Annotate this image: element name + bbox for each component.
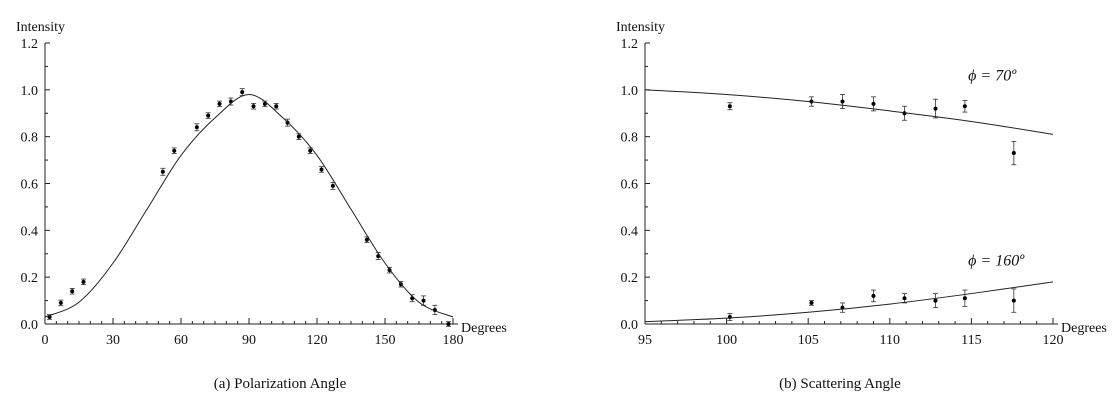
chart-a-data-point	[217, 101, 222, 106]
chart-a-data-point	[330, 183, 335, 188]
chart-a-series-1-curve	[44, 94, 454, 318]
chart-b-y-axis-label: Intensity	[616, 20, 665, 35]
chart-b-y-tick-label: 0.8	[621, 131, 639, 146]
chart-a-x-tick-label: 90	[242, 333, 256, 348]
chart-b-data-point	[727, 104, 732, 109]
chart-a-data-point	[251, 104, 256, 109]
chart-a-y-axis-label: Intensity	[16, 20, 65, 35]
chart-a-data-point	[364, 237, 369, 242]
chart-scattering-angle: 0.0 0.2 0.4 0.6 0.8 1.0 1.2 95 100 105 110 115 120 In…	[560, 0, 1120, 405]
chart-a-data-point	[446, 322, 451, 326]
chart-a-data-point	[319, 167, 324, 172]
chart-a-y-tick-label: 0.2	[21, 271, 39, 286]
chart-b-data-point	[840, 99, 845, 104]
chart-a-y-tick-label: 0.4	[21, 224, 39, 239]
chart-b-data-point	[962, 104, 967, 109]
chart-a-data-point	[70, 289, 75, 294]
chart-a-data-point	[194, 125, 199, 130]
chart-a-x-tick-label: 150	[375, 333, 396, 348]
chart-b-data-point	[871, 293, 876, 298]
chart-b-y-tick-label: 0.2	[621, 271, 639, 286]
chart-b-annotation: ϕ = 70º	[968, 67, 1017, 84]
chart-b-y-tick-label: 0.6	[621, 178, 639, 193]
chart-b-data-point	[1011, 151, 1016, 156]
chart-b-x-axis-label: Degrees	[1061, 321, 1107, 336]
chart-a-data-point	[206, 113, 211, 118]
chart-a-x-tick-label: 30	[106, 333, 120, 348]
chart-a-x-axis-label: Degrees	[461, 321, 507, 336]
chart-polarization-angle: 0.0 0.2 0.4 0.6 0.8 1.0 1.2 0 30 60 90 120 150 180 Int…	[16, 20, 507, 392]
chart-b-data-point	[962, 296, 967, 301]
chart-a-data-point	[274, 104, 279, 109]
chart-a-data-point	[240, 90, 245, 95]
chart-a-y-tick-label: 0.8	[21, 131, 39, 146]
chart-b-x-tick-label: 110	[880, 333, 900, 348]
chart-a-data-point	[58, 300, 63, 305]
chart-a-x-tick-label: 120	[307, 333, 328, 348]
chart-b-series-3-curve	[644, 281, 1054, 323]
chart-b-data-point	[871, 101, 876, 106]
chart-a-data-point	[172, 148, 177, 153]
chart-b-y-tick-label: 1.0	[621, 84, 639, 99]
chart-b-y-tick-label: 1.2	[621, 37, 639, 52]
chart-a-data-point	[296, 134, 301, 139]
chart-b-x-tick-label: 100	[716, 333, 737, 348]
chart-a-data-point	[81, 279, 86, 284]
chart-b-annotation: ϕ = 160º	[968, 252, 1025, 269]
chart-a-y-tick-label: 0.6	[21, 178, 39, 193]
chart-a-x-tick-label: 180	[443, 333, 464, 348]
chart-a-caption: (a) Polarization Angle	[213, 376, 347, 392]
chart-b-data-point	[933, 106, 938, 111]
chart-b-caption: (b) Scattering Angle	[779, 376, 901, 392]
chart-b-data-point	[809, 300, 814, 305]
chart-a-y-tick-label: 1.0	[21, 84, 39, 99]
chart-b-data-point	[1011, 298, 1016, 303]
chart-b-series-1-curve	[644, 89, 1054, 135]
chart-a-data-point	[160, 169, 165, 174]
chart-a-y-tick-label: 1.2	[21, 37, 39, 52]
chart-a-x-tick-label: 60	[174, 333, 188, 348]
chart-a-svg: 0.0 0.2 0.4 0.6 0.8 1.0 1.2 0 30 60 90 120 150 180 Int…	[16, 20, 507, 348]
chart-b-x-tick-label: 120	[1043, 333, 1064, 348]
chart-b-data-point	[933, 298, 938, 303]
chart-b-y-tick-label: 0.4	[621, 224, 639, 239]
chart-b-data-point	[902, 296, 907, 301]
chart-a-data-point	[308, 148, 313, 153]
chart-b-svg: 0.0 0.2 0.4 0.6 0.8 1.0 1.2 95 100 105 110 115 120 In…	[616, 20, 1107, 348]
chart-b-x-tick-label: 105	[798, 333, 819, 348]
chart-b-x-tick-label: 95	[638, 333, 652, 348]
chart-a-x-tick-label: 0	[42, 333, 49, 348]
chart-b-y-tick-label: 0.0	[621, 318, 639, 333]
chart-b-x-tick-label: 115	[961, 333, 981, 348]
chart-a-data-point	[421, 298, 426, 303]
chart-a-y-tick-label: 0.0	[21, 318, 39, 333]
